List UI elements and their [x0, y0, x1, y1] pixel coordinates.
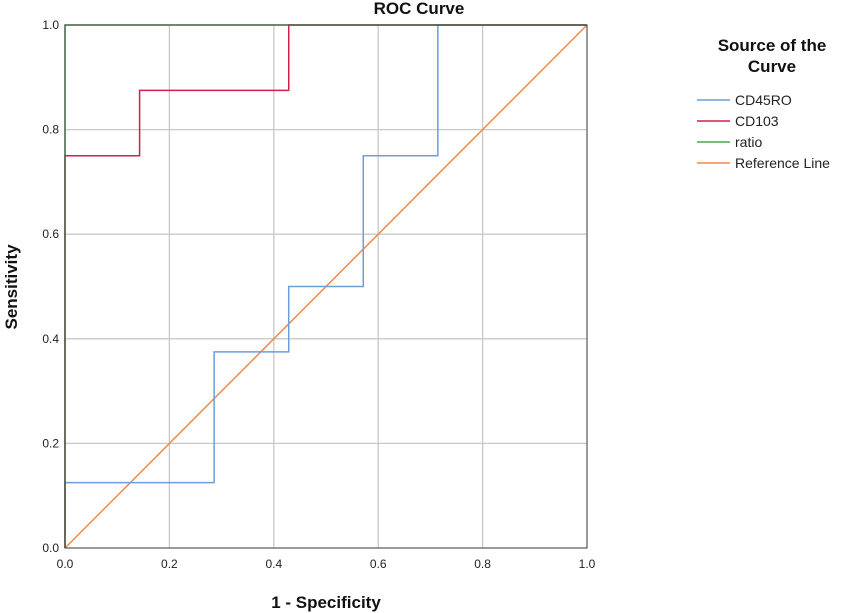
y-tick-label: 0.6 [42, 227, 59, 241]
x-axis-title: 1 - Specificity [271, 593, 381, 612]
legend-items: CD45RO CD103 ratio Reference Line [697, 92, 830, 171]
y-tick-label: 0.8 [42, 123, 59, 137]
x-tick-label: 0.6 [370, 557, 387, 571]
plot-frame [64, 24, 588, 549]
x-tick-label: 0.4 [265, 557, 282, 571]
x-tick-label: 1.0 [579, 557, 596, 571]
x-tick-label: 0.0 [57, 557, 74, 571]
y-tick-label: 0.0 [42, 541, 59, 555]
chart-title: ROC Curve [374, 0, 465, 18]
legend: Source of the Curve CD45RO CD103 ratio Refe… [697, 36, 830, 171]
y-tick-label: 0.2 [42, 436, 59, 450]
legend-title-line1: Source of the [718, 36, 827, 55]
x-tick-label: 0.2 [161, 557, 178, 571]
x-tick-label: 0.8 [474, 557, 491, 571]
y-tick-label: 1.0 [42, 18, 59, 32]
y-tick-label: 0.4 [42, 332, 59, 346]
series-lines [64, 24, 588, 549]
legend-label: CD103 [735, 113, 779, 129]
legend-label: ratio [735, 134, 762, 150]
tick-labels: 0.0 0.2 0.4 0.6 0.8 1.0 0.0 0.2 0.4 0.6 0.8 1.0 [42, 18, 595, 571]
legend-title-line2: Curve [748, 57, 796, 76]
y-axis-title: Sensitivity [2, 244, 21, 330]
legend-label: CD45RO [735, 92, 792, 108]
series-line-cd45ro [64, 24, 587, 548]
legend-label: Reference Line [735, 155, 830, 171]
